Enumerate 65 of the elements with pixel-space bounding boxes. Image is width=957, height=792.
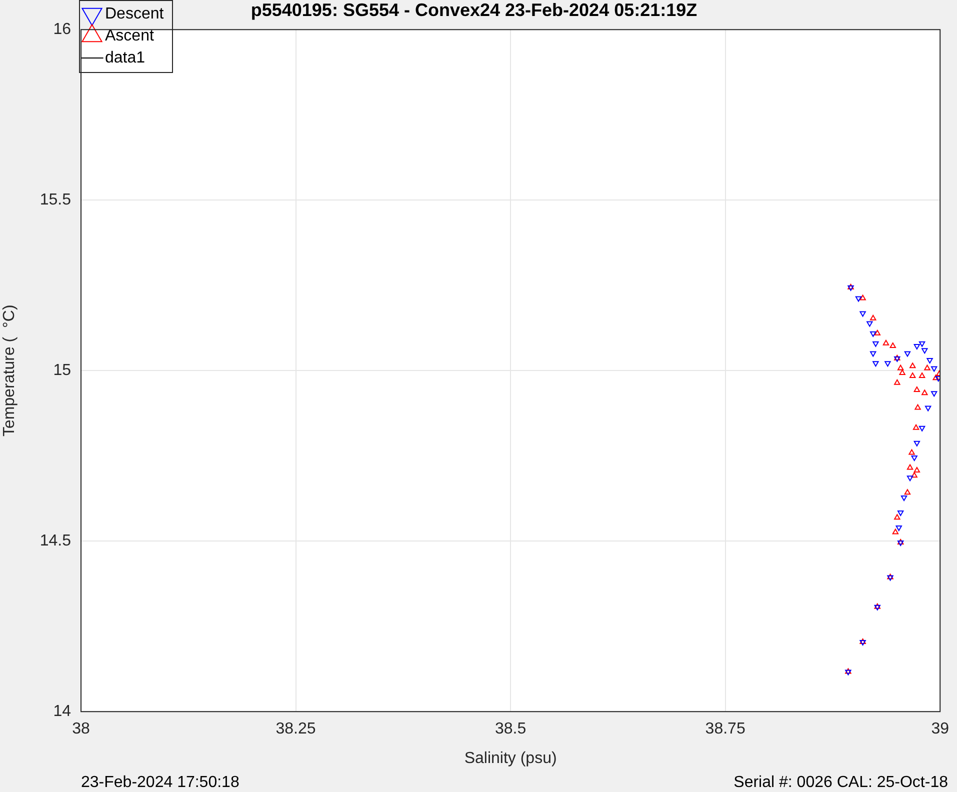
point [894, 514, 900, 520]
point [918, 426, 926, 432]
x-tick-label: 38.25 [276, 720, 316, 738]
point [897, 510, 904, 516]
point [930, 391, 938, 397]
point [894, 379, 900, 385]
point [918, 372, 926, 378]
point [897, 364, 904, 370]
y-axis-title: Temperature ( °C) [1, 304, 18, 436]
point [906, 476, 914, 482]
legend-label: data1 [105, 49, 146, 66]
point [884, 361, 891, 367]
point [870, 331, 876, 337]
point [855, 296, 862, 302]
point [892, 528, 899, 534]
point [904, 351, 911, 357]
point [914, 344, 920, 350]
point [870, 314, 876, 320]
x-tick-label: 39 [931, 720, 950, 738]
x-axis-title: Salinity (psu) [464, 750, 557, 767]
y-tick-label: 15 [53, 362, 72, 380]
point [908, 449, 915, 455]
legend-label: Ascent [105, 27, 154, 44]
point [922, 348, 928, 354]
point [900, 495, 908, 501]
text: 23-Feb-2024 17:50:18 [81, 774, 240, 792]
point [914, 440, 920, 446]
point [914, 386, 920, 392]
y-tick-label: 16 [53, 21, 72, 38]
chart-title: p5540195: SG554 - Convex24 23-Feb-2024 05:21:19Z [250, 0, 698, 20]
point [890, 342, 896, 348]
x-tick-label: 38 [72, 720, 90, 738]
point [870, 351, 876, 357]
y-tick-label: 14.5 [40, 532, 72, 550]
point [910, 372, 916, 378]
point [914, 404, 921, 410]
point [924, 406, 932, 412]
point [899, 369, 906, 375]
point [918, 341, 926, 347]
point [922, 390, 928, 396]
point [904, 489, 911, 495]
point [860, 294, 866, 300]
point [872, 361, 879, 367]
x-tick-label: 38.5 [494, 720, 526, 738]
point [912, 424, 920, 430]
x-tick-label: 38.75 [705, 720, 746, 738]
point [906, 464, 914, 470]
point [924, 364, 930, 370]
point [910, 362, 916, 368]
y-tick-label: 14 [53, 703, 72, 720]
point [872, 341, 879, 347]
point [926, 358, 933, 364]
point [930, 366, 938, 372]
y-tick-label: 15.5 [40, 192, 72, 209]
point [866, 321, 873, 327]
point [911, 472, 918, 478]
point [874, 330, 880, 336]
point [882, 340, 890, 346]
point [896, 525, 902, 531]
text: Serial #: 0026 CAL: 25-Oct-18 [734, 774, 948, 792]
legend-label: Descent [105, 5, 164, 22]
point [935, 376, 940, 382]
point [914, 467, 920, 473]
point [860, 311, 866, 317]
point [911, 456, 918, 462]
